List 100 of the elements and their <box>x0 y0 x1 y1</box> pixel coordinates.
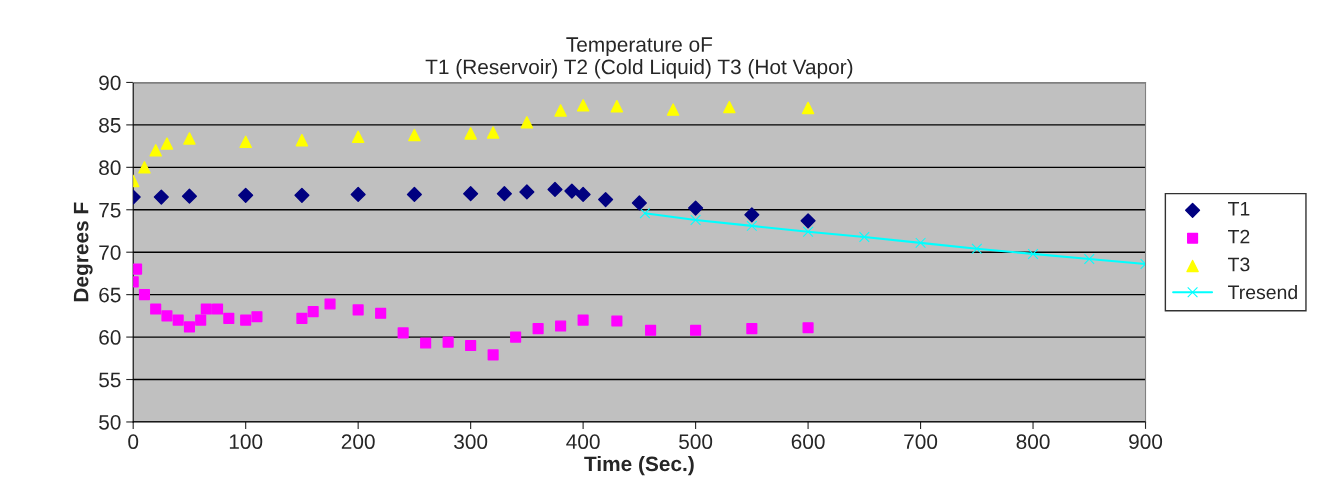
point <box>690 324 702 336</box>
y-tick-label: 55 <box>99 372 121 388</box>
y-tick-label: 80 <box>99 160 121 176</box>
point <box>520 116 534 129</box>
y-axis-title: Degrees F <box>73 202 93 302</box>
y-tick-label: 75 <box>99 202 121 218</box>
point <box>397 327 409 339</box>
point <box>223 312 235 324</box>
point <box>577 314 589 326</box>
x-tick-label: 500 <box>679 434 713 450</box>
y-tick-label: 50 <box>99 414 121 430</box>
point <box>801 101 815 115</box>
y-tick-label: 90 <box>99 75 121 91</box>
point <box>746 323 758 335</box>
point <box>238 187 254 203</box>
point <box>183 321 195 333</box>
point <box>554 104 567 117</box>
point <box>296 312 308 324</box>
point <box>294 187 310 203</box>
point <box>442 336 454 348</box>
legend-label: T3 <box>1228 257 1250 272</box>
y-tick-label: 65 <box>99 287 121 303</box>
x-tick-label: 800 <box>1016 434 1050 450</box>
x-tick-label: 600 <box>791 434 825 450</box>
x-tick-label: 400 <box>566 434 600 450</box>
point <box>519 184 535 200</box>
point <box>645 324 657 336</box>
point <box>639 207 651 219</box>
x-tick-label: 200 <box>341 434 375 450</box>
point <box>971 243 983 255</box>
point <box>138 161 151 174</box>
x-axis-title: Time (Sec.) <box>584 455 694 476</box>
point <box>420 337 432 349</box>
y-tick-label: 60 <box>99 330 121 345</box>
point <box>1027 248 1039 260</box>
point <box>858 231 870 243</box>
point <box>406 186 422 203</box>
point <box>160 137 174 150</box>
point <box>150 303 162 315</box>
x-tick-label: 100 <box>229 434 263 450</box>
x-tick-label: 300 <box>454 434 488 450</box>
point <box>138 289 151 301</box>
point <box>1083 253 1095 265</box>
point <box>149 144 162 157</box>
point <box>307 306 319 318</box>
point <box>802 226 814 238</box>
point <box>723 100 736 114</box>
point <box>555 320 567 332</box>
point <box>800 213 816 229</box>
point <box>133 263 143 275</box>
point <box>610 99 624 113</box>
point <box>464 127 477 140</box>
legend-label: Tresend <box>1228 284 1297 300</box>
point <box>161 310 173 322</box>
point <box>352 304 364 316</box>
legend-label: T1 <box>1228 202 1250 216</box>
point <box>153 189 169 205</box>
x-tick-label: 700 <box>904 434 938 450</box>
point <box>251 311 263 323</box>
point <box>463 186 479 202</box>
point <box>239 135 252 149</box>
point <box>375 307 387 319</box>
point <box>487 349 499 361</box>
point <box>746 220 758 232</box>
point <box>324 298 336 310</box>
point <box>183 132 196 145</box>
point <box>212 303 224 315</box>
point <box>690 214 701 226</box>
point <box>631 195 647 211</box>
point <box>240 314 252 326</box>
x-tick-label: 900 <box>1129 434 1163 450</box>
point <box>547 181 563 197</box>
point <box>181 188 198 204</box>
point <box>465 340 477 352</box>
point <box>575 186 591 203</box>
point <box>408 128 421 142</box>
point <box>295 133 309 147</box>
point <box>510 331 522 343</box>
point <box>351 130 365 144</box>
point <box>688 200 704 216</box>
point <box>802 322 814 334</box>
point <box>611 315 623 327</box>
point <box>744 207 760 223</box>
point <box>496 186 512 202</box>
point <box>172 314 184 326</box>
point <box>200 303 212 315</box>
point <box>532 323 544 335</box>
point <box>666 103 680 116</box>
point <box>486 126 500 139</box>
point <box>564 183 580 199</box>
point <box>576 99 590 112</box>
x-tick-label: 0 <box>128 434 139 450</box>
y-tick-label: 85 <box>99 117 121 133</box>
y-tick-label: 70 <box>99 245 121 260</box>
point <box>195 314 207 326</box>
point <box>350 186 366 203</box>
chart-title: Temperature oF T1 (Reservoir) T2 (Cold Liquid) T3 (Hot Vapor) <box>425 37 853 79</box>
point <box>598 192 614 208</box>
point <box>915 237 926 249</box>
legend-label: T2 <box>1228 229 1250 244</box>
